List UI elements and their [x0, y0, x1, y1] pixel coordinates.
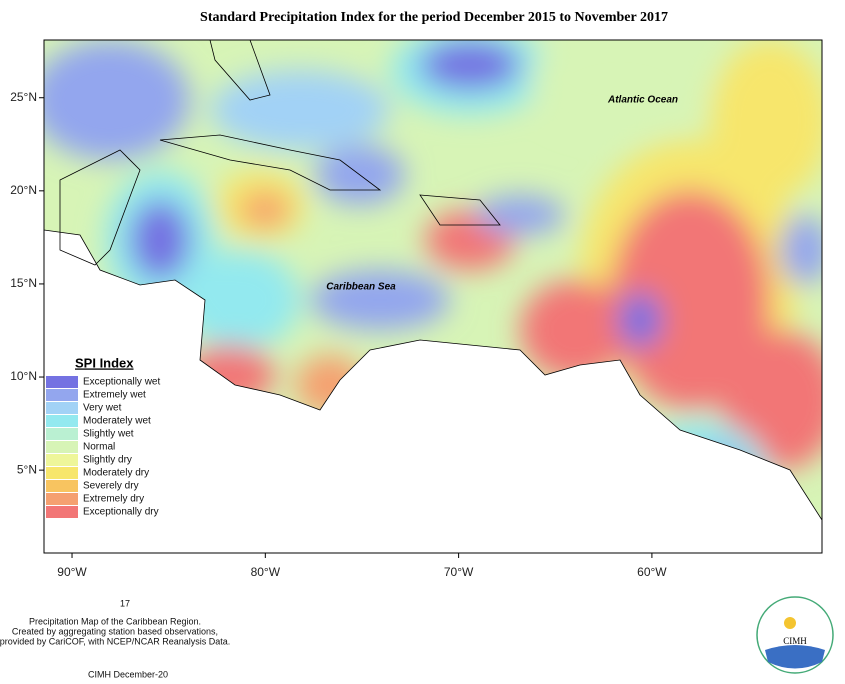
- y-tick-label: 5°N: [17, 462, 37, 476]
- map-label: Atlantic Ocean: [607, 95, 678, 106]
- legend-swatch: [46, 454, 78, 466]
- spi-region: [240, 192, 290, 228]
- x-tick-label: 60°W: [637, 565, 667, 579]
- spi-region: [618, 292, 662, 348]
- x-tick-label: 90°W: [57, 565, 87, 579]
- spi-region: [610, 190, 770, 410]
- legend-swatch: [46, 467, 78, 479]
- spi-region: [530, 40, 710, 130]
- coastline: [419, 194, 501, 226]
- legend-swatch: [46, 428, 78, 440]
- spi-region: [210, 70, 390, 150]
- footer-mark: 17: [120, 598, 130, 608]
- legend-label: Normal: [83, 442, 115, 453]
- footer-credit: CIMH December-20: [88, 669, 168, 679]
- footer-line: Created by aggregating station based obs…: [12, 626, 218, 636]
- y-tick-label: 15°N: [10, 276, 37, 290]
- legend-swatch: [46, 480, 78, 492]
- x-tick-label: 70°W: [444, 565, 474, 579]
- legend-label: Severely dry: [83, 481, 139, 492]
- coastline: [59, 149, 141, 266]
- logo-sun: [784, 617, 796, 629]
- y-tick-label: 10°N: [10, 369, 37, 383]
- footer-line: Precipitation Map of the Caribbean Regio…: [29, 616, 201, 626]
- y-tick-label: 25°N: [10, 90, 37, 104]
- legend-label: Moderately dry: [83, 468, 149, 479]
- map-frame: [43, 39, 823, 554]
- coastline: [209, 40, 271, 101]
- map-area: [44, 40, 822, 553]
- logo-wave: [765, 645, 825, 669]
- logo: CIMH: [756, 596, 834, 674]
- spi-region: [130, 200, 190, 280]
- spi-field: [44, 40, 822, 540]
- spi-region: [520, 280, 630, 380]
- legend-label: Slightly dry: [83, 455, 132, 466]
- legend: SPI Index Exceptionally wet Extremely wet…: [46, 355, 160, 518]
- legend-label: Extremely wet: [83, 390, 146, 401]
- legend-swatch: [46, 389, 78, 401]
- legend-label: Exceptionally dry: [83, 507, 159, 518]
- spi-region: [420, 40, 520, 90]
- map-label: Caribbean Sea: [326, 282, 396, 293]
- legend-swatch: [46, 376, 78, 388]
- spi-region: [180, 250, 300, 350]
- legend-label: Exceptionally wet: [83, 377, 160, 388]
- map-title: Standard Precipitation Index for the per…: [200, 10, 668, 25]
- logo-text: CIMH: [783, 636, 807, 646]
- legend-label: Slightly wet: [83, 429, 134, 440]
- legend-swatch: [46, 506, 78, 518]
- legend-label: Moderately wet: [83, 416, 151, 427]
- spi-region: [780, 215, 822, 285]
- spi-region: [310, 270, 450, 330]
- y-tick-label: 20°N: [10, 183, 37, 197]
- legend-swatch: [46, 493, 78, 505]
- legend-label: Extremely dry: [83, 494, 144, 505]
- x-tick-label: 80°W: [251, 565, 281, 579]
- legend-title: SPI Index: [75, 355, 134, 370]
- spi-region: [44, 40, 190, 160]
- legend-swatch: [46, 441, 78, 453]
- legend-swatch: [46, 402, 78, 414]
- legend-swatch: [46, 415, 78, 427]
- footer-line: provided by CariCOF, with NCEP/NCAR Rean…: [0, 636, 230, 646]
- legend-label: Very wet: [83, 403, 122, 414]
- spi-region: [475, 195, 565, 235]
- land: [44, 229, 822, 553]
- coastline: [159, 134, 382, 191]
